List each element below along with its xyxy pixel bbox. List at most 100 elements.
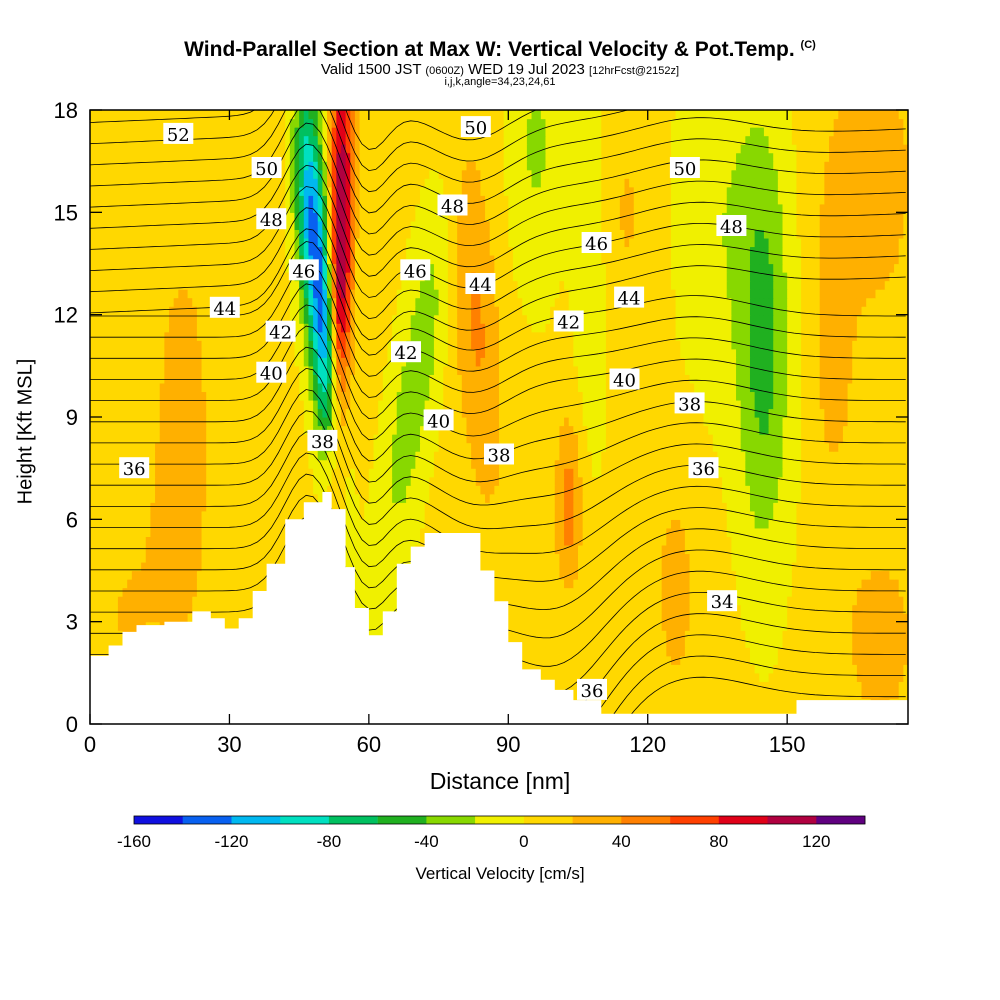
field-cell	[136, 553, 142, 563]
field-cell	[694, 604, 700, 614]
field-cell	[392, 502, 398, 512]
field-cell	[698, 493, 705, 503]
field-cell	[633, 638, 640, 648]
field-cell	[438, 510, 444, 520]
field-cell	[517, 527, 523, 537]
field-cell	[517, 536, 523, 546]
field-cell	[187, 604, 193, 614]
field-cell	[159, 613, 165, 623]
field-cell	[266, 527, 272, 537]
field-cell	[703, 502, 709, 512]
field-cell	[155, 476, 161, 486]
field-cell	[601, 536, 607, 546]
field-cell	[805, 502, 811, 512]
field-cell	[182, 604, 189, 614]
field-cell	[220, 613, 226, 623]
field-cell	[647, 689, 653, 700]
field-cell	[354, 544, 361, 555]
field-cell	[424, 519, 430, 529]
field-cell	[364, 596, 370, 606]
field-cell	[578, 510, 584, 520]
field-cell	[619, 698, 626, 708]
field-cell	[805, 655, 811, 665]
field-cell	[824, 655, 830, 665]
field-cell	[271, 510, 277, 520]
field-cell	[494, 502, 500, 512]
field-cell	[117, 510, 124, 520]
field-cell	[587, 647, 593, 657]
field-cell	[898, 579, 904, 589]
field-cell	[675, 579, 681, 589]
field-cell	[220, 485, 226, 495]
field-cell	[164, 579, 170, 589]
field-cell	[564, 553, 570, 563]
field-cell	[605, 510, 612, 520]
field-cell	[740, 570, 746, 580]
field-cell	[573, 621, 579, 631]
field-cell	[94, 519, 100, 529]
field-cell	[884, 681, 891, 691]
field-cell	[745, 561, 751, 572]
field-cell	[610, 647, 616, 657]
field-cell	[512, 544, 519, 555]
field-cell	[485, 502, 491, 512]
field-cell	[568, 502, 574, 512]
field-cell	[568, 587, 574, 597]
field-cell	[819, 664, 825, 674]
field-cell	[127, 570, 133, 580]
field-cell	[819, 630, 825, 640]
field-cell	[828, 647, 835, 657]
field-cell	[210, 485, 217, 495]
field-cell	[182, 570, 189, 580]
field-cell	[610, 706, 616, 717]
field-cell	[657, 536, 663, 546]
field-cell	[708, 706, 714, 717]
field-cell	[550, 553, 556, 563]
field-cell	[870, 596, 877, 606]
field-cell	[615, 527, 621, 537]
field-cell	[824, 587, 830, 597]
field-cell	[103, 527, 110, 537]
field-cell	[624, 630, 630, 640]
field-cell	[657, 485, 663, 495]
field-cell	[485, 536, 491, 546]
field-cell	[480, 561, 486, 572]
field-cell	[145, 510, 152, 520]
field-cell	[122, 587, 128, 597]
field-cell	[675, 553, 681, 563]
field-cell	[169, 587, 175, 597]
field-cell	[610, 604, 616, 614]
field-cell	[99, 553, 105, 563]
field-cell	[861, 604, 867, 614]
field-cell	[698, 553, 705, 563]
field-cell	[833, 587, 839, 597]
field-cell	[201, 493, 207, 503]
field-cell	[842, 672, 849, 682]
field-cell	[815, 579, 821, 589]
field-cell	[633, 664, 640, 674]
field-cell	[252, 570, 258, 580]
field-cell	[587, 561, 593, 572]
field-cell	[220, 604, 226, 614]
valid-time: Valid 1500 JST	[320, 61, 422, 78]
field-cell	[517, 579, 523, 589]
field-cell	[559, 570, 565, 580]
field-cell	[866, 493, 872, 503]
field-cell	[238, 587, 244, 597]
field-cell	[768, 613, 774, 623]
field-cell	[215, 553, 221, 563]
field-cell	[670, 579, 677, 589]
field-cell	[178, 561, 184, 572]
field-cell	[136, 527, 142, 537]
field-cell	[368, 544, 375, 555]
field-cell	[526, 561, 533, 572]
field-cell	[350, 553, 356, 563]
field-cell	[768, 579, 774, 589]
field-cell	[675, 510, 681, 520]
field-cell	[526, 655, 533, 665]
field-cell	[117, 553, 124, 563]
field-cell	[833, 536, 839, 546]
field-cell	[587, 596, 593, 606]
field-cell	[596, 553, 602, 563]
field-cell	[578, 621, 584, 631]
